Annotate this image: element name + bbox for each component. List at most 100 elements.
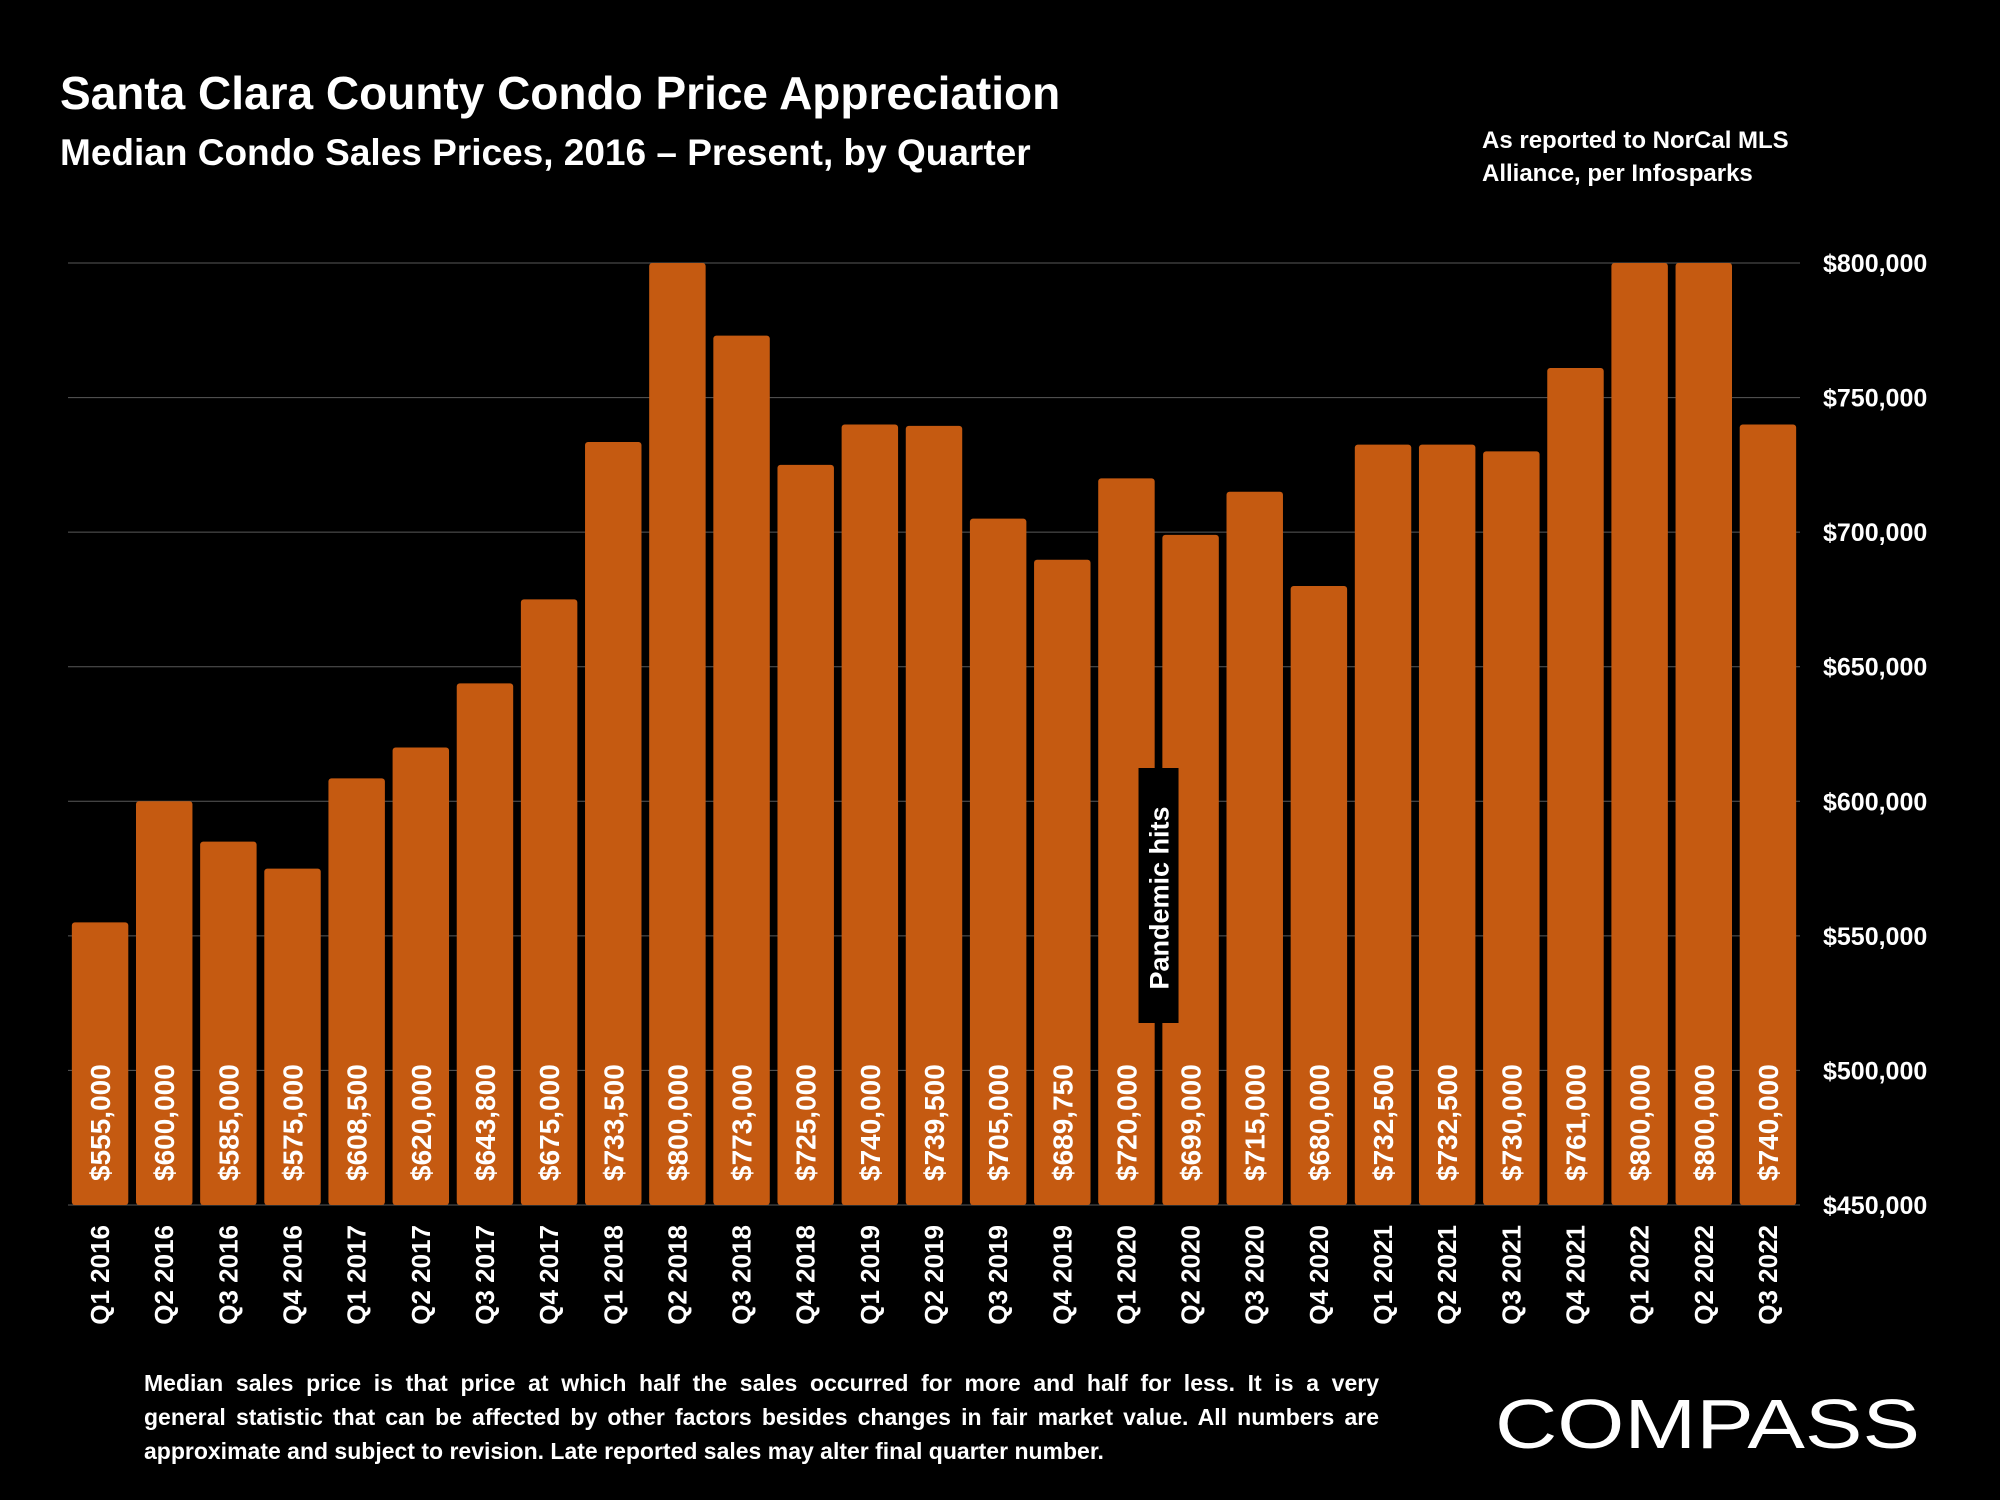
x-tick-label: Q2 2022 [1689, 1225, 1719, 1325]
bar [585, 441, 642, 1206]
footnote-line: Median sales price is that price at whic… [144, 1370, 1379, 1396]
footnote-line: general statistic that can be affected b… [144, 1404, 1379, 1430]
x-tick-label: Q2 2019 [919, 1225, 949, 1325]
bar [1483, 451, 1540, 1205]
bar [1034, 559, 1091, 1205]
bar-value-label: $725,000 [791, 1064, 822, 1181]
bar [264, 868, 321, 1205]
compass-logo-text: COMPASS [1495, 1385, 1920, 1462]
y-tick-label: $750,000 [1823, 385, 1927, 413]
x-tick-label: Q1 2016 [85, 1225, 115, 1325]
bar-value-label: $739,500 [919, 1064, 950, 1181]
compass-logo: COMPASS [1495, 1385, 1920, 1462]
x-tick-label: Q3 2017 [470, 1225, 500, 1325]
bar [71, 922, 129, 1205]
x-tick-label: Q3 2021 [1496, 1225, 1526, 1325]
bar-value-label: $740,000 [855, 1064, 886, 1181]
x-tick-label: Q2 2017 [406, 1225, 436, 1325]
x-tick-label: Q1 2018 [598, 1225, 628, 1325]
bar-value-label: $705,000 [983, 1064, 1014, 1181]
source-line: Alliance, per Infosparks [1482, 160, 1753, 187]
x-tick-label: Q4 2016 [278, 1225, 308, 1325]
bar-value-label: $740,000 [1753, 1064, 1784, 1181]
annotation-background [1138, 768, 1179, 1023]
x-tick-label: Q4 2017 [534, 1225, 564, 1325]
bar [1675, 263, 1733, 1205]
bar-value-label: $620,000 [406, 1064, 437, 1181]
bar-value-label: $800,000 [662, 1064, 693, 1181]
bar-value-label: $675,000 [534, 1064, 565, 1181]
bar-chart: $555,000 $600,000 $585,000 $575,000 $608,500… [68, 250, 1927, 1325]
y-tick-label: $450,000 [1823, 1192, 1927, 1220]
bar [456, 683, 514, 1205]
x-tick-label: Q2 2020 [1176, 1225, 1206, 1325]
bar-value-label: $720,000 [1111, 1064, 1142, 1181]
footnote: Median sales price is that price at whic… [144, 1366, 1379, 1468]
y-tick-label: $800,000 [1823, 250, 1927, 278]
x-tick-label: Q4 2021 [1560, 1225, 1590, 1325]
y-axis: $450,000 $500,000 $550,000 $600,000 $650,000… [1823, 250, 1927, 1220]
source-note: As reported to NorCal MLS Alliance, per … [1482, 124, 1789, 190]
y-tick-label: $700,000 [1823, 519, 1927, 547]
bar [1611, 263, 1668, 1205]
bar-value-label: $575,000 [278, 1064, 309, 1181]
x-tick-label: Q1 2019 [855, 1225, 885, 1325]
y-tick-label: $500,000 [1823, 1057, 1927, 1085]
x-tick-label: Q3 2022 [1753, 1225, 1783, 1325]
bar-value-label: $732,500 [1432, 1064, 1463, 1181]
bar [1226, 491, 1283, 1205]
bar [905, 425, 963, 1205]
bar-value-label: $773,000 [727, 1064, 758, 1181]
source-line: As reported to NorCal MLS [1482, 127, 1789, 154]
chart-subtitle: Median Condo Sales Prices, 2016 – Presen… [60, 132, 1031, 173]
pandemic-annotation: Pandemic hits [1145, 806, 1175, 989]
bar-value-label: $715,000 [1240, 1064, 1271, 1181]
bar-value-label: $608,500 [342, 1064, 373, 1181]
y-tick-label: $650,000 [1823, 654, 1927, 682]
bar [200, 841, 257, 1205]
bar [328, 778, 385, 1205]
bar-value-label: $733,500 [598, 1064, 629, 1181]
annotations: Pandemic hits [1138, 768, 1179, 1023]
bar-value-label: $699,000 [1176, 1064, 1207, 1181]
x-tick-label: Q4 2019 [1047, 1225, 1077, 1325]
bar-value-label: $585,000 [213, 1064, 244, 1181]
bar-value-label: $555,000 [85, 1064, 116, 1181]
x-tick-label: Q2 2018 [662, 1225, 692, 1325]
bar [1290, 585, 1348, 1205]
bar-value-label: $800,000 [1689, 1064, 1720, 1181]
x-tick-label: Q3 2016 [213, 1225, 243, 1325]
x-tick-label: Q4 2018 [791, 1225, 821, 1325]
y-tick-label: $550,000 [1823, 923, 1927, 951]
bar-value-label: $761,000 [1560, 1064, 1591, 1181]
x-tick-label: Q1 2021 [1368, 1225, 1398, 1325]
bar [841, 424, 899, 1205]
bar [1418, 444, 1476, 1206]
bar [1162, 534, 1219, 1205]
bar [1354, 444, 1412, 1206]
bar [1098, 478, 1155, 1205]
bars: $555,000 $600,000 $585,000 $575,000 $608,500… [71, 263, 1797, 1206]
x-tick-label: Q1 2022 [1625, 1225, 1655, 1325]
x-tick-label: Q2 2021 [1432, 1225, 1462, 1325]
x-tick-label: Q4 2020 [1304, 1225, 1334, 1325]
bar-value-label: $600,000 [149, 1064, 180, 1181]
bar [520, 599, 578, 1205]
bar-value-label: $689,750 [1047, 1064, 1078, 1181]
bar [1739, 424, 1797, 1205]
x-tick-label: Q2 2016 [149, 1225, 179, 1325]
bar [777, 464, 834, 1205]
chart-title: Santa Clara County Condo Price Appreciat… [60, 67, 1061, 119]
bar-value-label: $643,800 [470, 1064, 501, 1181]
bar-value-label: $730,000 [1496, 1064, 1527, 1181]
bar [392, 747, 450, 1205]
bar [1547, 367, 1604, 1206]
x-tick-label: Q3 2019 [983, 1225, 1013, 1325]
x-tick-label: Q3 2018 [727, 1225, 757, 1325]
x-tick-label: Q1 2017 [342, 1225, 372, 1325]
bar-value-label: $732,500 [1368, 1064, 1399, 1181]
x-axis: Q1 2016 Q2 2016 Q3 2016 Q4 2016 Q1 2017 Q2 20… [85, 1225, 1783, 1325]
bar [649, 263, 706, 1205]
bar [713, 335, 770, 1205]
bar-value-label: $800,000 [1625, 1064, 1656, 1181]
